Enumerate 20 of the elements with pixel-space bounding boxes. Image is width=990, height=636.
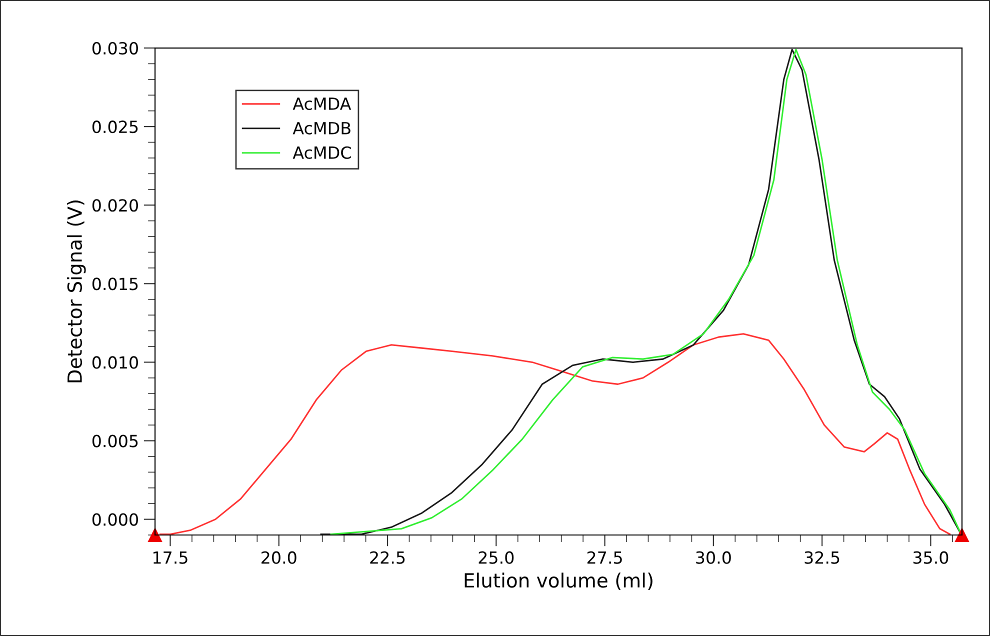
x-tick-label: 32.5 <box>804 551 840 564</box>
x-tick-label: 22.5 <box>370 551 405 564</box>
legend-label: AcMDA <box>292 98 352 110</box>
x-axis-title: Elution volume (ml) <box>464 572 652 590</box>
x-tick-label: 35.0 <box>913 551 948 564</box>
y-tick-label: 0.000 <box>92 513 138 526</box>
legend-label: AcMDC <box>292 146 351 159</box>
y-axis-title: Detector Signal (V) <box>66 200 86 382</box>
x-tick-label: 30.0 <box>696 551 731 564</box>
y-tick-label: 0.025 <box>92 120 138 134</box>
y-tick-label: 0.015 <box>92 278 138 290</box>
x-tick-label: 20.0 <box>262 551 296 564</box>
y-tick-label: 0.020 <box>92 199 138 212</box>
x-tick-label: 25.0 <box>478 551 514 564</box>
legend-label: AcMDB <box>292 122 350 134</box>
y-tick-label: 0.010 <box>92 356 138 369</box>
y-tick-label: 0.005 <box>92 434 138 448</box>
y-tick-label: 0.030 <box>92 42 138 55</box>
x-tick-label: 17.5 <box>154 551 188 564</box>
x-tick-label: 27.5 <box>587 551 622 564</box>
